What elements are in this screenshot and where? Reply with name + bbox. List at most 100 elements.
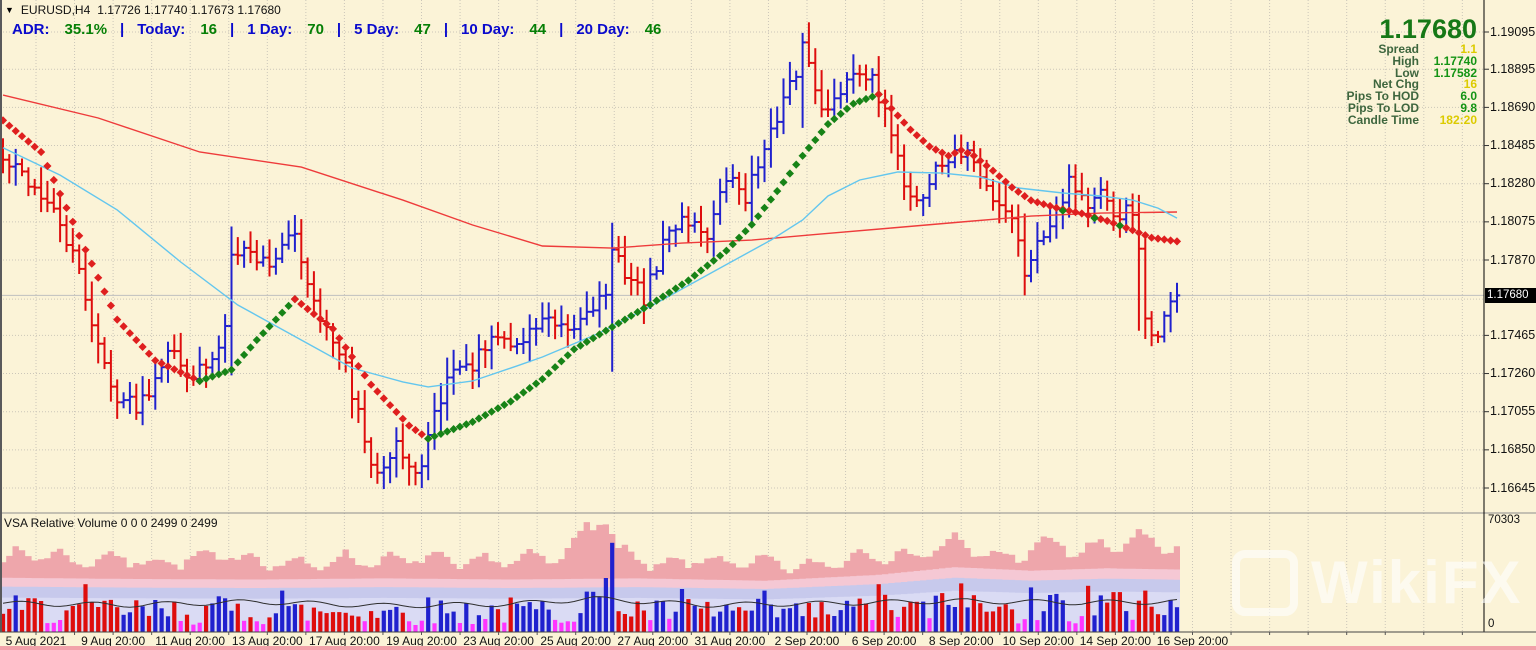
volume-bar <box>77 604 82 632</box>
volume-bar <box>102 600 107 632</box>
trend-dot <box>424 434 433 443</box>
time-axis-label: 11 Aug 20:00 <box>155 634 226 648</box>
volume-bar <box>45 623 50 632</box>
volume-bar <box>419 620 424 632</box>
trend-dot <box>385 401 395 410</box>
volume-bar <box>261 624 266 632</box>
volume-bar <box>508 597 513 632</box>
volume-bar <box>394 606 399 632</box>
trend-dot <box>354 361 363 371</box>
trend-dot <box>779 178 788 187</box>
volume-bar <box>591 591 596 632</box>
trend-dot <box>614 319 623 328</box>
info-row-label: Low <box>1395 65 1419 80</box>
volume-bar <box>495 609 501 632</box>
trend-dot <box>792 160 801 169</box>
ma-slow-line <box>2 94 1178 249</box>
volume-bar <box>1048 595 1053 632</box>
trend-dot <box>906 125 915 134</box>
volume-bar <box>540 601 545 632</box>
volume-bar <box>534 609 539 632</box>
volume-bar <box>857 598 862 632</box>
volume-bar <box>1022 619 1027 632</box>
trend-dot <box>601 326 611 335</box>
time-axis-label: 23 Aug 20:00 <box>463 634 534 648</box>
volume-bar <box>356 616 361 632</box>
volume-bar <box>7 608 12 632</box>
trend-dot <box>271 315 281 324</box>
info-row: Pips To LOD 9.8 <box>1347 100 1477 115</box>
chart-title: ▼ EURUSD,H4 1.17726 1.17740 1.17673 1.17… <box>5 3 281 17</box>
volume-bar <box>1130 619 1135 632</box>
trend-dot <box>880 97 890 106</box>
volume-bar <box>883 594 888 632</box>
volume-bar <box>546 609 551 632</box>
vsa-indicator-label: VSA Relative Volume 0 0 0 2499 0 2499 <box>4 516 218 530</box>
price-axis-label: 1.17260 <box>1490 366 1536 381</box>
trend-dot <box>995 172 1004 181</box>
volume-bar <box>407 621 412 632</box>
volume-bar <box>622 614 627 632</box>
volume-bar <box>990 611 996 632</box>
trend-dot <box>703 261 712 270</box>
time-axis-label: 31 Aug 20:00 <box>694 634 766 648</box>
volume-bar <box>292 604 297 632</box>
volume-bar <box>1041 611 1046 632</box>
info-row-value: 1.1 <box>1460 42 1477 56</box>
price-axis-label: 1.18280 <box>1490 176 1536 191</box>
trend-dot <box>658 292 668 301</box>
trend-dot <box>195 376 204 386</box>
volume-bar <box>184 614 190 632</box>
volume-bar <box>280 590 285 632</box>
volume-bar <box>273 613 278 632</box>
info-row: High 1.17740 <box>1347 55 1477 68</box>
volume-bar <box>724 604 729 632</box>
trend-dot <box>855 97 864 106</box>
trend-dot <box>392 407 401 417</box>
volume-bar <box>134 600 139 632</box>
trend-dot <box>239 350 249 360</box>
volume-bar <box>146 615 152 632</box>
volume-bar <box>204 605 209 632</box>
trend-dot <box>576 341 585 350</box>
volume-bar <box>813 617 818 632</box>
price-axis-label: 1.17055 <box>1490 404 1536 419</box>
volume-bar <box>902 606 907 632</box>
trend-dot <box>747 220 756 229</box>
volume-bar <box>121 614 126 632</box>
trend-dot <box>531 379 541 388</box>
volume-bar <box>889 610 894 632</box>
trend-dot <box>734 233 744 242</box>
trend-dot <box>246 343 255 352</box>
volume-bar <box>235 603 240 632</box>
volume-bar <box>806 603 811 632</box>
volume-bar <box>305 620 310 632</box>
time-axis-label: 5 Aug 2021 <box>5 634 67 648</box>
volume-bar <box>39 601 44 632</box>
trend-dot <box>259 329 268 338</box>
time-axis-label: 6 Sep 20:00 <box>851 634 917 648</box>
trend-dot <box>969 151 979 160</box>
volume-bar <box>578 613 583 632</box>
trend-dot <box>728 240 737 249</box>
adr-item-label: Today: <box>137 21 186 38</box>
chevron-down-icon[interactable]: ▼ <box>5 5 14 15</box>
volume-bar <box>946 604 951 632</box>
info-row-value: 9.8 <box>1460 100 1477 115</box>
volume-scale-min: 0 <box>1488 618 1495 630</box>
volume-bar <box>971 595 976 632</box>
volume-bar <box>369 611 374 632</box>
price-axis-label: 1.18690 <box>1490 99 1536 114</box>
volume-bar <box>584 591 589 632</box>
volume-bar <box>1149 606 1154 632</box>
volume-bar <box>737 607 742 632</box>
trend-dot <box>773 186 782 196</box>
trend-dot <box>544 369 553 378</box>
volume-bar <box>1028 587 1034 632</box>
volume-bar <box>1117 592 1122 632</box>
trend-dot <box>893 111 902 120</box>
volume-bar <box>984 611 989 632</box>
info-row: Low 1.17582 <box>1347 65 1477 80</box>
